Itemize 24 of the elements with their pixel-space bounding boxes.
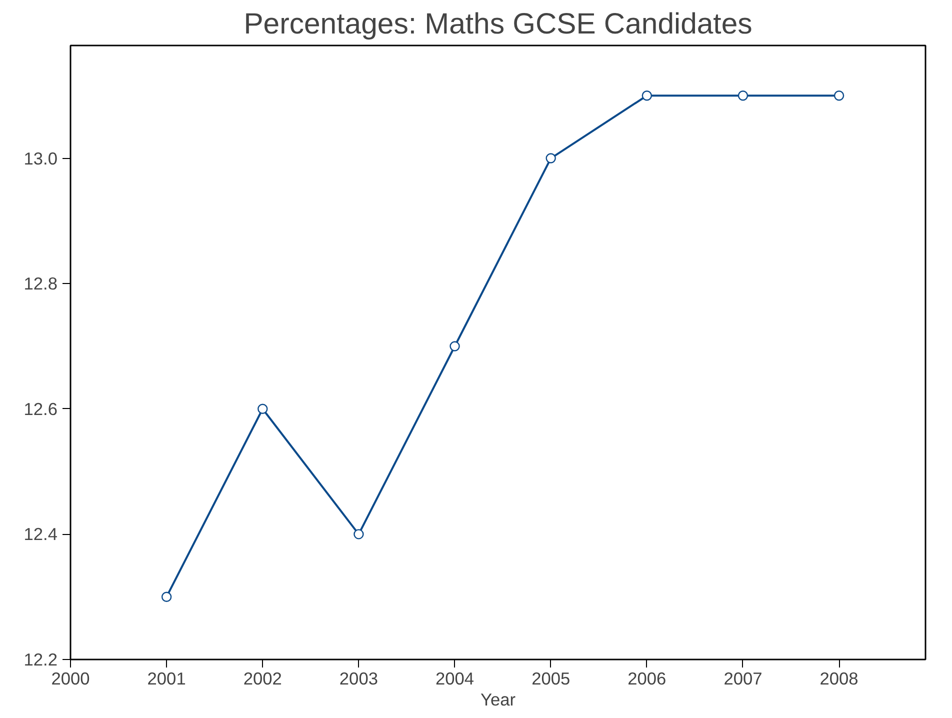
x-tick-label: 2007 xyxy=(724,668,762,688)
x-tick-label: 2001 xyxy=(147,668,186,688)
x-tick-label: 2008 xyxy=(820,668,858,688)
x-tick-label: 2005 xyxy=(532,668,570,688)
point xyxy=(161,592,172,602)
x-tick-label: 2003 xyxy=(339,668,378,688)
point xyxy=(642,90,652,101)
y-tick-label: 12.6 xyxy=(24,398,58,419)
y-tick-label: 13.0 xyxy=(24,148,58,168)
y-tick-label: 12.2 xyxy=(24,650,58,670)
x-tick-label: 2002 xyxy=(243,668,282,688)
x-tick-label: 2000 xyxy=(51,668,90,688)
point xyxy=(450,341,460,352)
point xyxy=(738,90,748,101)
point xyxy=(834,90,844,101)
point xyxy=(354,529,364,540)
chart-title: Percentages: Maths GCSE Candidates xyxy=(244,8,752,40)
x-tick-label: 2004 xyxy=(435,668,474,688)
y-tick-label: 12.8 xyxy=(24,274,58,294)
point xyxy=(546,153,556,164)
point xyxy=(258,404,268,414)
x-tick-label: 2006 xyxy=(628,668,666,688)
x-axis-title: Year xyxy=(480,690,516,710)
y-tick-label: 12.4 xyxy=(24,524,58,544)
